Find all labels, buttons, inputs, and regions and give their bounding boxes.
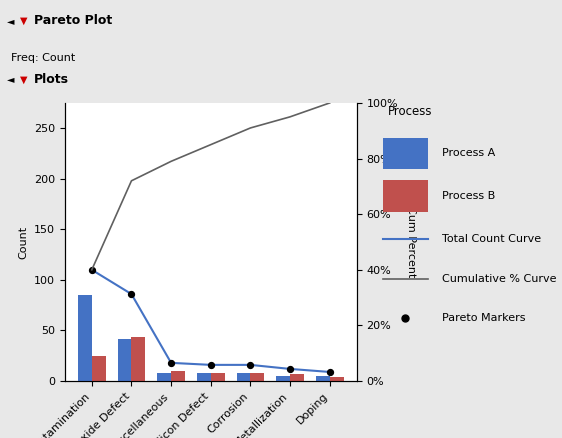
- Text: Plots: Plots: [34, 73, 69, 86]
- Bar: [157, 373, 171, 381]
- Point: [166, 359, 175, 366]
- Text: ▼: ▼: [20, 74, 27, 84]
- Point: [127, 290, 136, 297]
- Text: Pareto Markers: Pareto Markers: [442, 314, 525, 323]
- Bar: [117, 339, 132, 381]
- Text: ▼: ▼: [20, 16, 27, 26]
- Point: [325, 368, 334, 375]
- Bar: [330, 377, 343, 381]
- Bar: [171, 371, 185, 381]
- Point: [246, 361, 255, 368]
- Bar: [132, 336, 146, 381]
- Bar: [92, 356, 106, 381]
- Bar: [316, 376, 330, 381]
- Y-axis label: Count: Count: [18, 226, 28, 258]
- Bar: [197, 373, 211, 381]
- Bar: [251, 373, 264, 381]
- Text: Cumulative % Curve: Cumulative % Curve: [442, 274, 556, 283]
- Text: Process A: Process A: [442, 148, 495, 158]
- Bar: [290, 374, 304, 381]
- Y-axis label: Cum Percent: Cum Percent: [406, 206, 416, 278]
- Text: Pareto Plot: Pareto Plot: [34, 14, 112, 27]
- Bar: [211, 373, 225, 381]
- Text: ◄: ◄: [7, 74, 14, 84]
- Point: [206, 361, 215, 368]
- Bar: [237, 373, 251, 381]
- Text: ◄: ◄: [7, 16, 14, 26]
- Point: [285, 365, 294, 372]
- Text: Process B: Process B: [442, 191, 495, 201]
- Text: Freq: Count: Freq: Count: [11, 53, 75, 63]
- Text: Total Count Curve: Total Count Curve: [442, 234, 541, 244]
- Bar: [276, 376, 290, 381]
- Bar: [78, 295, 92, 381]
- Point: [87, 266, 96, 273]
- FancyBboxPatch shape: [383, 138, 428, 169]
- FancyBboxPatch shape: [383, 180, 428, 212]
- Text: Process: Process: [388, 105, 433, 118]
